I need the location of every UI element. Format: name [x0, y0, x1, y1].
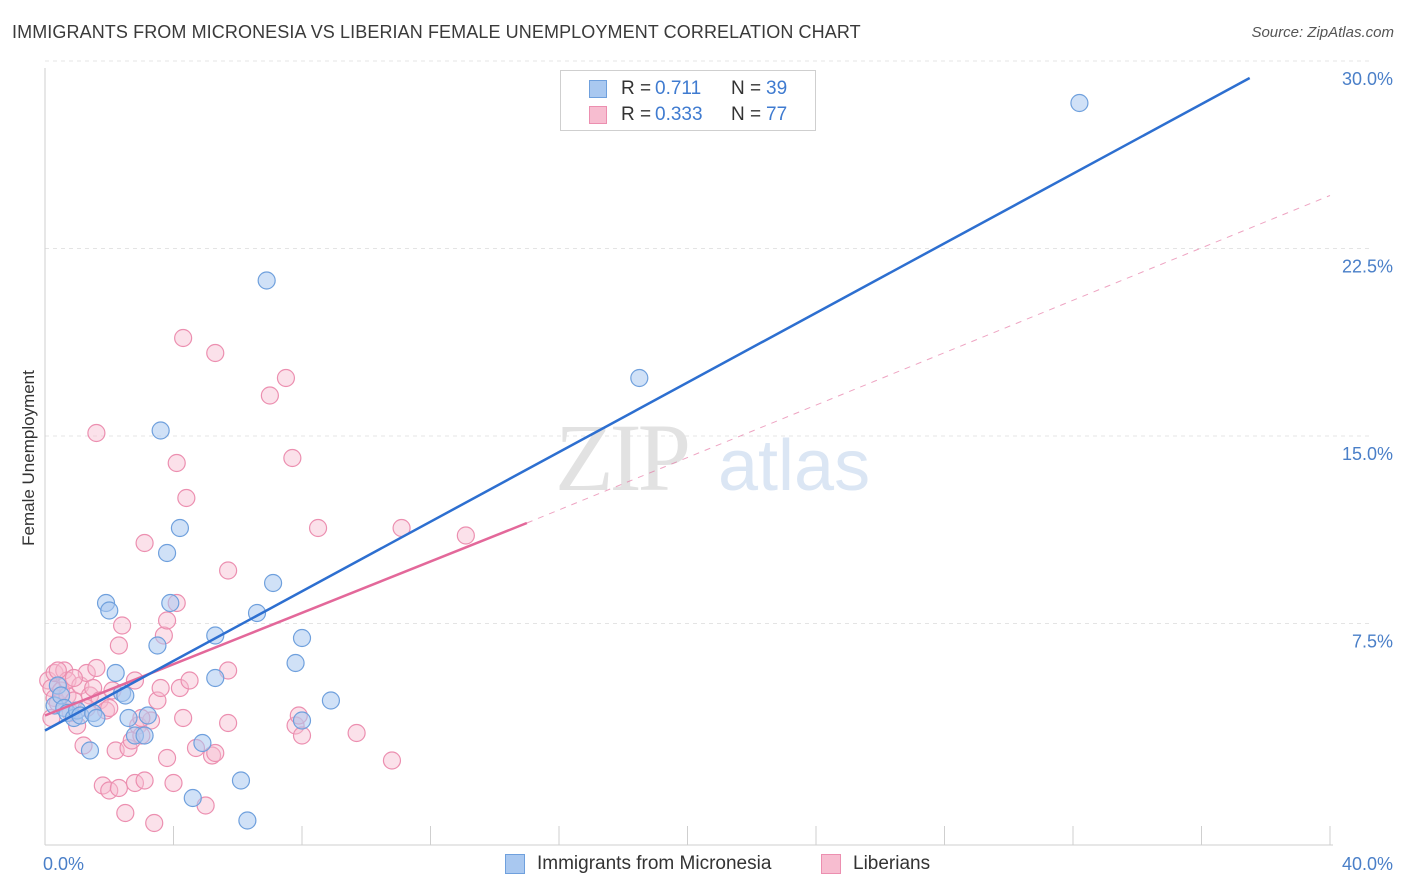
micronesia-point: [100, 601, 119, 620]
micronesia-legend-label: Immigrants from Micronesia: [537, 853, 772, 874]
liberian-legend-label: Liberians: [853, 853, 931, 874]
liberian-point: [157, 748, 177, 768]
y-tick-label: 22.5%: [1342, 257, 1393, 277]
liberian-point: [260, 386, 279, 405]
liberian-point: [170, 678, 190, 698]
r-label: R =: [621, 104, 652, 125]
liberian-point: [180, 671, 199, 690]
micronesia-point: [292, 711, 312, 730]
trend-lines: [44, 76, 1331, 732]
micronesia-point: [231, 771, 251, 790]
liberian-point: [55, 661, 74, 680]
r-label: R =: [621, 78, 652, 99]
micronesia-point: [138, 706, 157, 725]
axes: [44, 68, 1333, 846]
micronesia-legend-swatch: [505, 854, 525, 874]
liberian-point: [135, 533, 154, 553]
micronesia-point: [321, 691, 341, 710]
y-tick-label: 7.5%: [1352, 632, 1393, 652]
micronesia-point: [151, 421, 170, 440]
micronesia-point: [292, 628, 312, 648]
liberian-point: [219, 561, 238, 580]
x-tick-label-min: 0.0%: [43, 854, 84, 874]
correlation-legend: R = 0.711 N = 39 R = 0.333 N = 77: [560, 70, 816, 131]
watermark: ZIP atlas: [555, 404, 870, 511]
micronesia-point: [193, 733, 212, 753]
liberian-point: [87, 658, 106, 678]
micronesia-point: [183, 788, 202, 808]
liberian-point: [283, 448, 302, 468]
grid: [45, 60, 1370, 624]
liberian-point: [276, 368, 296, 388]
liberian-point: [164, 773, 183, 793]
liberian-swatch: [589, 106, 607, 124]
n-value: 39: [766, 78, 788, 99]
liberian-point: [64, 668, 84, 688]
liberian-point: [151, 678, 170, 698]
liberian-point: [177, 488, 196, 508]
liberian-point: [219, 713, 238, 733]
liberian-point: [167, 453, 186, 473]
y-tick-label: 15.0%: [1342, 444, 1393, 464]
y-axis-label: Female Unemployment: [19, 370, 38, 546]
micronesia-point: [161, 593, 180, 613]
micronesia-point: [238, 811, 257, 830]
tick-labels: 7.5% 15.0% 22.5% 30.0% 0.0% 40.0%: [43, 69, 1393, 874]
r-value: 0.333: [655, 104, 703, 125]
liberian-point: [112, 616, 132, 635]
liberian-point: [116, 803, 135, 823]
liberian-legend-swatch: [821, 854, 841, 874]
liberian-point: [135, 771, 154, 790]
liberian-point: [202, 746, 222, 765]
micronesia-point: [206, 668, 225, 688]
watermark-zip: ZIP: [555, 404, 688, 511]
liberian-point: [308, 518, 328, 538]
micronesia-swatch: [589, 80, 607, 98]
n-value: 77: [766, 104, 788, 125]
liberian-trend-extension: [526, 195, 1331, 524]
n-label: N =: [731, 78, 762, 99]
micronesia-point: [135, 726, 154, 745]
liberian-point: [109, 778, 128, 798]
legend-row-micronesia: R = 0.711 N = 39: [561, 76, 815, 102]
r-value: 0.711: [655, 78, 702, 99]
micronesia-point: [87, 708, 106, 728]
liberian-point: [206, 743, 225, 763]
micronesia-point: [119, 708, 138, 728]
liberian-series: [39, 328, 475, 833]
watermark-atlas: atlas: [718, 426, 870, 506]
liberian-trend-line: [44, 521, 528, 717]
micronesia-point: [106, 663, 125, 683]
liberian-point: [456, 526, 475, 545]
liberian-point: [174, 708, 193, 728]
liberian-point: [157, 611, 177, 630]
micronesia-point: [148, 636, 167, 655]
x-tick-label-max: 40.0%: [1342, 854, 1393, 874]
liberian-point: [347, 723, 366, 743]
micronesia-point: [630, 368, 649, 388]
source-label: Source: ZipAtlas.com: [1251, 24, 1394, 41]
liberian-point: [109, 636, 128, 655]
micronesia-point: [157, 543, 177, 563]
liberian-point: [206, 343, 225, 363]
chart-title: IMMIGRANTS FROM MICRONESIA VS LIBERIAN F…: [12, 22, 861, 42]
micronesia-point: [286, 653, 305, 673]
y-tick-label: 30.0%: [1342, 69, 1393, 89]
liberian-point: [174, 328, 193, 348]
liberian-point: [145, 813, 164, 833]
legend-row-liberian: R = 0.333 N = 77: [561, 102, 815, 128]
micronesia-point: [257, 271, 276, 290]
micronesia-point: [170, 518, 190, 538]
n-label: N =: [731, 104, 762, 125]
liberian-point: [382, 751, 402, 770]
micronesia-trend-line: [44, 76, 1251, 732]
micronesia-point: [263, 573, 283, 593]
liberian-point: [87, 423, 106, 443]
micronesia-point: [1070, 93, 1089, 113]
micronesia-point: [80, 741, 100, 760]
